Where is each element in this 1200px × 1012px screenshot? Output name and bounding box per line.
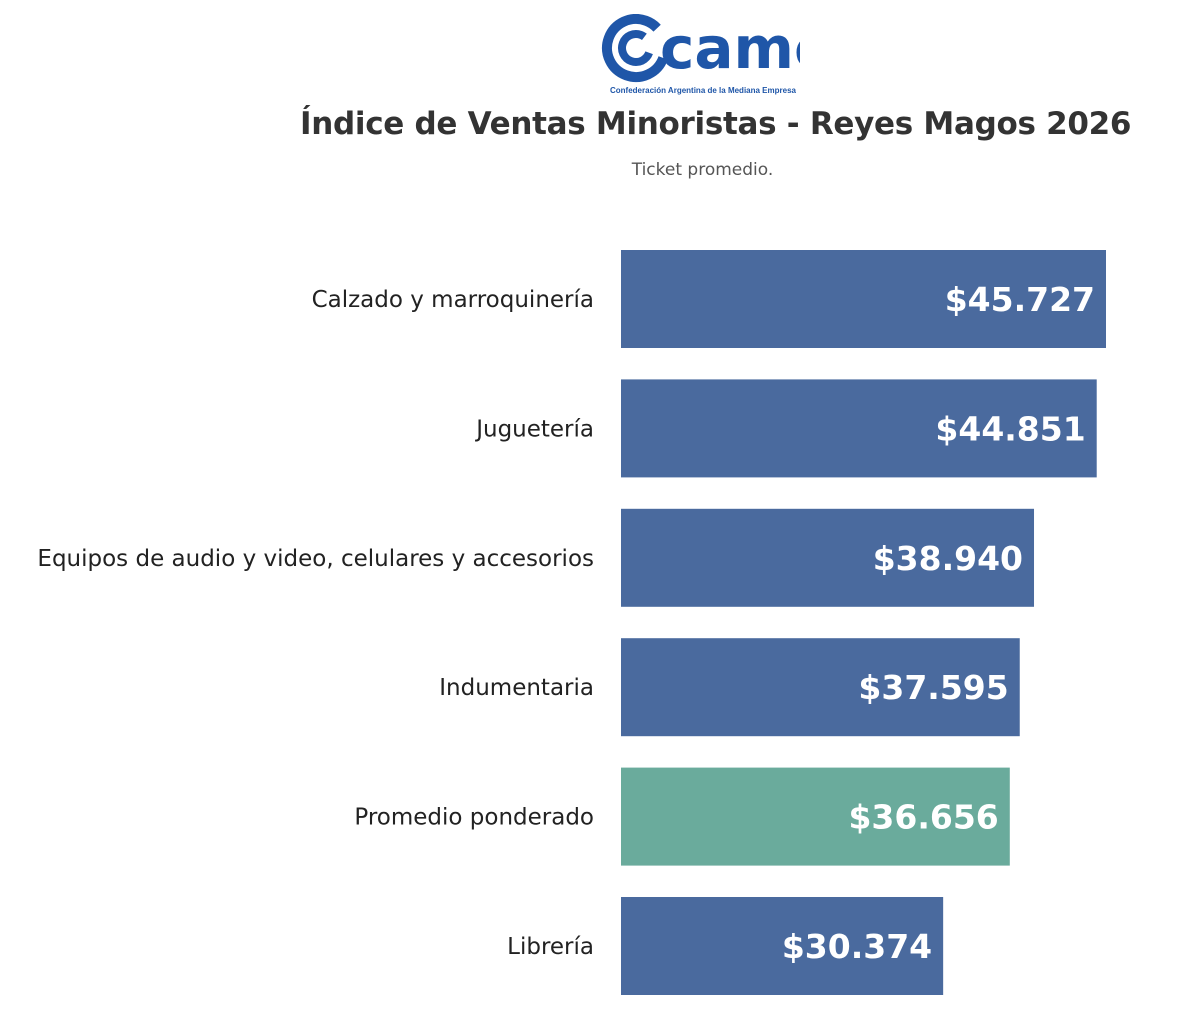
bars-group: Calzado y marroquinería $45.727 Juguetería…: [37, 250, 1106, 995]
chart-title: Índice de Ventas Minoristas - Reyes Mago…: [300, 106, 1132, 142]
value-label-jugueteria: $44.851: [935, 409, 1085, 448]
value-label-calzado-y-marroquineria: $45.727: [945, 280, 1095, 319]
bar-indumentaria: [621, 638, 1020, 737]
came-logo: came Confederación Argentina de la Media…: [602, 14, 800, 95]
came-logo-wordmark: came: [660, 14, 800, 82]
category-label-libreria: Librería: [507, 934, 594, 960]
value-label-promedio-ponderado: $36.656: [848, 798, 998, 837]
bar-equipos-de-audio-y-video-celulares-y-accesorios: [621, 508, 1035, 607]
chart-subtitle: Ticket promedio.: [631, 160, 774, 180]
category-label-promedio-ponderado: Promedio ponderado: [354, 805, 594, 831]
value-label-libreria: $30.374: [782, 927, 932, 966]
bar-jugueteria: [621, 379, 1097, 478]
came-logo-tagline: Confederación Argentina de la Mediana Em…: [610, 86, 797, 95]
value-label-indumentaria: $37.595: [858, 668, 1008, 707]
bar-libreria: [621, 897, 944, 995]
came-logo-mark: came: [602, 14, 800, 82]
category-label-indumentaria: Indumentaria: [439, 675, 594, 701]
category-label-calzado-y-marroquineria: Calzado y marroquinería: [312, 287, 594, 313]
category-label-equipos-de-audio-y-video-celulares-y-accesorios: Equipos de audio y video, celulares y ac…: [37, 546, 594, 572]
value-label-equipos-de-audio-y-video-celulares-y-accesorios: $38.940: [873, 539, 1023, 578]
bar-promedio-ponderado: [621, 767, 1010, 866]
bar-calzado-y-marroquineria: [621, 250, 1106, 348]
category-label-jugueteria: Juguetería: [474, 416, 594, 442]
